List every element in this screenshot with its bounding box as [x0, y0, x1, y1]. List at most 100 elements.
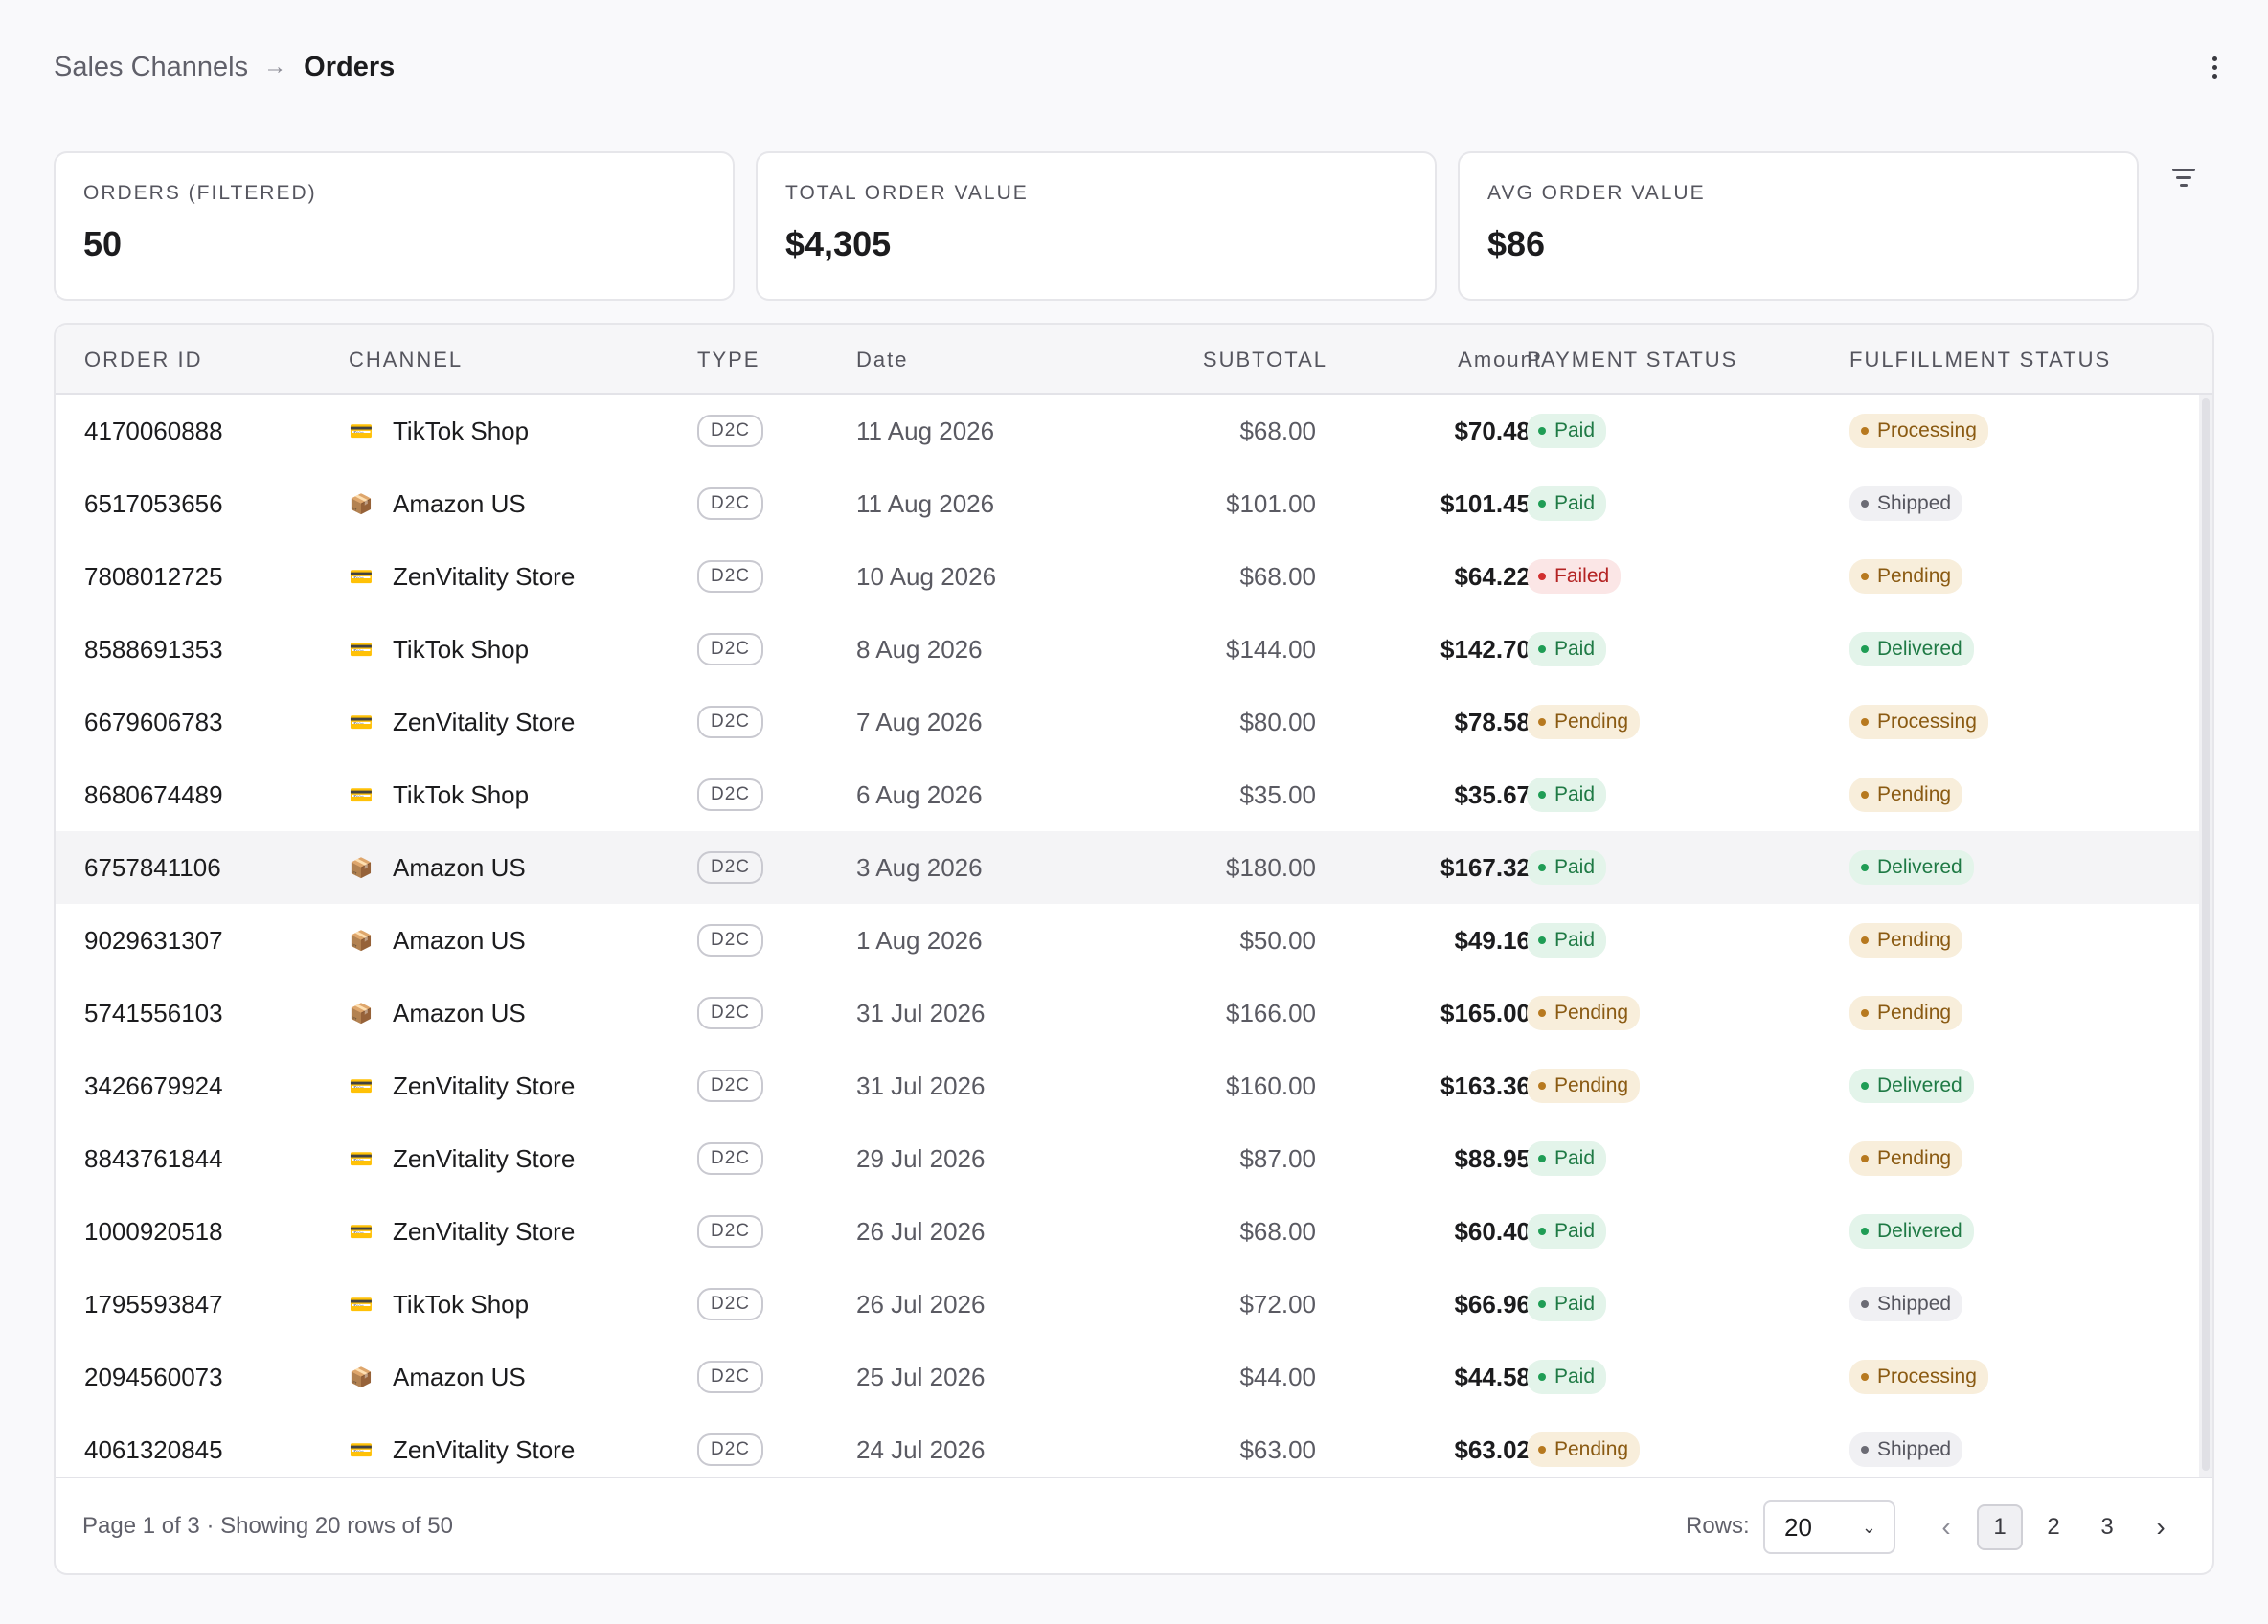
order-id[interactable]: 7808012725: [84, 561, 223, 591]
order-id[interactable]: 6757841106: [84, 852, 221, 882]
status-dot-icon: [1538, 1155, 1546, 1162]
type-badge: D2C: [697, 778, 764, 811]
order-id[interactable]: 2094560073: [84, 1362, 223, 1391]
column-header-fulfillment-status[interactable]: FULFILLMENT STATUS: [1849, 348, 2112, 372]
channel-name: TikTok Shop: [393, 634, 530, 664]
table-row[interactable]: 7808012725 💳 ZenVitality Store D2C 10 Aug 20…: [56, 540, 2201, 613]
order-id[interactable]: 6679606783: [84, 707, 223, 736]
page-button-2[interactable]: 2: [2047, 1514, 2060, 1540]
fulfillment-status-cell: Shipped: [1849, 467, 1963, 540]
table-row[interactable]: 5741556103 📦 Amazon US D2C 31 Jul 2026 $166.0…: [56, 977, 2201, 1049]
next-page-button[interactable]: ›: [2156, 1512, 2166, 1542]
payment-status-label: Pending: [1554, 1002, 1629, 1024]
type-badge: D2C: [697, 487, 764, 520]
table-row[interactable]: 9029631307 📦 Amazon US D2C 1 Aug 2026 $50.00 $…: [56, 904, 2201, 977]
table-row[interactable]: 4061320845 💳 ZenVitality Store D2C 24 Jul 20…: [56, 1413, 2201, 1477]
table-row[interactable]: 2094560073 📦 Amazon US D2C 25 Jul 2026 $44.00…: [56, 1341, 2201, 1413]
table-scrollbar[interactable]: [2199, 395, 2212, 1477]
table-footer: Page 1 of 3 · Showing 20 rows of 50 Rows…: [56, 1477, 2212, 1573]
column-header-subtotal[interactable]: SUBTOTAL: [1202, 348, 1327, 372]
amount: $63.02: [1454, 1434, 1531, 1464]
channel-name: ZenVitality Store: [393, 1434, 576, 1464]
column-header-payment-status[interactable]: PAYMENT STATUS: [1527, 348, 1738, 372]
channel-name: ZenVitality Store: [393, 1143, 576, 1173]
payment-status-cell: Paid: [1527, 831, 1607, 904]
column-header-amount[interactable]: Amount: [1458, 348, 1542, 372]
order-id[interactable]: 5741556103: [84, 998, 223, 1027]
order-date: 11 Aug 2026: [856, 488, 995, 518]
table-row[interactable]: 8680674489 💳 TikTok Shop D2C 6 Aug 2026 $35.0…: [56, 758, 2201, 831]
table-row[interactable]: 6757841106 📦 Amazon US D2C 3 Aug 2026 $180.00…: [56, 831, 2201, 904]
order-date: 1 Aug 2026: [856, 925, 983, 955]
table-row[interactable]: 3426679924 💳 ZenVitality Store D2C 31 Jul 20…: [56, 1049, 2201, 1122]
card-icon: 💳: [349, 1075, 374, 1097]
column-header-date[interactable]: Date: [856, 348, 909, 372]
type-cell: D2C: [697, 831, 764, 904]
rows-per-page-select[interactable]: 20 ⌄: [1763, 1500, 1895, 1554]
column-header-channel[interactable]: CHANNEL: [349, 348, 464, 372]
order-id[interactable]: 4061320845: [84, 1434, 223, 1464]
amount: $88.95: [1454, 1143, 1531, 1173]
fulfillment-status-badge: Pending: [1849, 559, 1963, 594]
rows-label: Rows:: [1686, 1513, 1750, 1539]
fulfillment-status-badge: Delivered: [1849, 632, 1974, 666]
table-row[interactable]: 8588691353 💳 TikTok Shop D2C 8 Aug 2026 $144.…: [56, 613, 2201, 686]
page-button-3[interactable]: 3: [2100, 1514, 2114, 1540]
payment-status-cell: Paid: [1527, 904, 1607, 977]
order-id[interactable]: 9029631307: [84, 925, 223, 955]
order-date: 31 Jul 2026: [856, 998, 986, 1027]
order-id[interactable]: 1795593847: [84, 1289, 223, 1319]
page-button-1[interactable]: 1: [1977, 1504, 2023, 1550]
payment-status-badge: Paid: [1527, 1141, 1607, 1176]
channel-cell: 💳 TikTok Shop: [349, 395, 530, 467]
showing-info: · Showing 20 rows of 50: [206, 1513, 453, 1539]
prev-page-button[interactable]: ‹: [1941, 1512, 1951, 1542]
amount: $163.36: [1440, 1071, 1531, 1100]
filter-icon[interactable]: [2168, 161, 2207, 195]
order-date: 26 Jul 2026: [856, 1216, 986, 1246]
payment-status-cell: Paid: [1527, 395, 1607, 467]
table-row[interactable]: 1795593847 💳 TikTok Shop D2C 26 Jul 2026 $72.…: [56, 1268, 2201, 1341]
channel-name: ZenVitality Store: [393, 561, 576, 591]
table-row[interactable]: 1000920518 💳 ZenVitality Store D2C 26 Jul 20…: [56, 1195, 2201, 1268]
card-icon: 💳: [349, 566, 374, 588]
type-cell: D2C: [697, 1268, 764, 1341]
status-dot-icon: [1538, 1446, 1546, 1454]
channel-name: ZenVitality Store: [393, 1071, 576, 1100]
breadcrumb-arrow-icon: →: [263, 54, 287, 79]
table-row[interactable]: 6517053656 📦 Amazon US D2C 11 Aug 2026 $101.0…: [56, 467, 2201, 540]
channel-cell: 📦 Amazon US: [349, 904, 526, 977]
channel-name: TikTok Shop: [393, 779, 530, 809]
order-id[interactable]: 4170060888: [84, 416, 223, 445]
order-id[interactable]: 1000920518: [84, 1216, 223, 1246]
order-id[interactable]: 8680674489: [84, 779, 223, 809]
scrollbar-thumb[interactable]: [2202, 398, 2210, 1471]
channel-cell: 💳 ZenVitality Store: [349, 1122, 576, 1195]
table-row[interactable]: 6679606783 💳 ZenVitality Store D2C 7 Aug 202…: [56, 686, 2201, 758]
order-id[interactable]: 8588691353: [84, 634, 223, 664]
page-info: Page 1 of 3: [82, 1513, 200, 1539]
payment-status-badge: Failed: [1527, 559, 1622, 594]
table-row[interactable]: 8843761844 💳 ZenVitality Store D2C 29 Jul 20…: [56, 1122, 2201, 1195]
subtotal: $166.00: [1226, 998, 1316, 1027]
payment-status-label: Paid: [1554, 419, 1596, 441]
more-options-icon[interactable]: [2197, 48, 2232, 86]
payment-status-label: Paid: [1554, 1293, 1596, 1315]
card-icon: 💳: [349, 1148, 374, 1170]
order-id[interactable]: 6517053656: [84, 488, 223, 518]
breadcrumb-parent[interactable]: Sales Channels: [54, 51, 249, 82]
table-row[interactable]: 4170060888 💳 TikTok Shop D2C 11 Aug 2026 $68.…: [56, 395, 2201, 467]
payment-status-badge: Paid: [1527, 632, 1607, 666]
column-header-order-id[interactable]: ORDER ID: [84, 348, 203, 372]
card-icon: 💳: [349, 784, 374, 806]
type-cell: D2C: [697, 1122, 764, 1195]
amount: $142.70: [1440, 634, 1531, 664]
amount: $60.40: [1454, 1216, 1531, 1246]
subtotal: $44.00: [1239, 1362, 1316, 1391]
order-id[interactable]: 3426679924: [84, 1071, 223, 1100]
fulfillment-status-badge: Delivered: [1849, 850, 1974, 885]
order-id[interactable]: 8843761844: [84, 1143, 223, 1173]
column-header-type[interactable]: TYPE: [697, 348, 760, 372]
type-badge: D2C: [697, 1288, 764, 1320]
fulfillment-status-cell: Shipped: [1849, 1413, 1963, 1477]
